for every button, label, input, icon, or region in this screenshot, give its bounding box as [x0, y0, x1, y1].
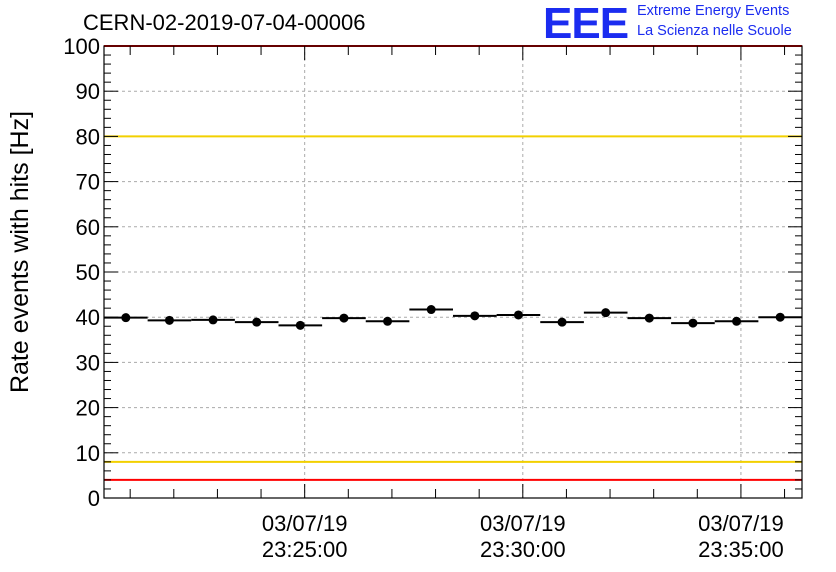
- x-tick-label-date: 03/07/19: [262, 511, 348, 536]
- y-tick-label: 70: [76, 170, 100, 195]
- y-tick-label: 50: [76, 260, 100, 285]
- logo-line-2: La Scienza nelle Scuole: [637, 23, 792, 39]
- grid-layer: [104, 46, 802, 498]
- data-point: [208, 315, 218, 325]
- data-point: [383, 316, 393, 326]
- axis-ticks-layer: [104, 45, 802, 499]
- logo-line-1: Extreme Energy Events: [637, 3, 790, 19]
- eee-logo: EEE: [543, 0, 629, 48]
- data-point: [775, 312, 785, 322]
- data-point: [426, 305, 436, 315]
- data-point: [252, 317, 262, 327]
- x-tick-label-time: 23:30:00: [480, 537, 566, 562]
- y-tick-label: 20: [76, 396, 100, 421]
- data-point: [644, 313, 654, 323]
- x-tick-label-time: 23:35:00: [698, 537, 784, 562]
- limit-lines-layer: [104, 45, 802, 481]
- data-point: [295, 320, 305, 330]
- data-point: [601, 308, 611, 318]
- data-point: [513, 310, 523, 320]
- y-tick-label: 90: [76, 79, 100, 104]
- y-tick-label: 0: [88, 486, 100, 511]
- y-tick-label: 40: [76, 305, 100, 330]
- data-point: [732, 316, 742, 326]
- y-tick-label: 100: [63, 34, 100, 59]
- tick-labels-layer: 010203040506070809010003/07/1923:25:0003…: [6, 34, 784, 562]
- x-tick-label-date: 03/07/19: [698, 511, 784, 536]
- data-point: [470, 311, 480, 321]
- data-point: [121, 313, 131, 323]
- data-point: [557, 317, 567, 327]
- x-tick-label-time: 23:25:00: [262, 537, 348, 562]
- data-point: [688, 318, 698, 328]
- y-axis-label: Rate events with hits [Hz]: [6, 111, 34, 393]
- y-tick-label: 30: [76, 350, 100, 375]
- chart-title: CERN-02-2019-07-04-00006: [83, 10, 366, 35]
- y-tick-label: 10: [76, 441, 100, 466]
- data-point: [339, 313, 349, 323]
- x-tick-label-date: 03/07/19: [480, 511, 566, 536]
- y-tick-label: 60: [76, 215, 100, 240]
- data-marks-layer: [104, 305, 802, 330]
- data-point: [164, 315, 174, 325]
- plot-frame: [103, 45, 803, 499]
- y-tick-label: 80: [76, 124, 100, 149]
